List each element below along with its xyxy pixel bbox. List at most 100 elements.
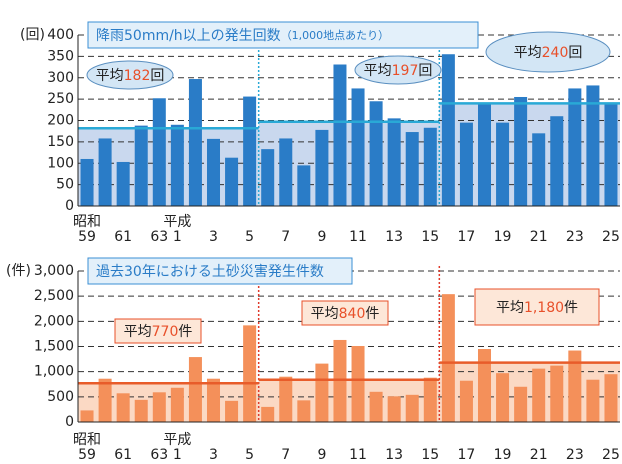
bar [586,85,600,206]
bar [496,373,510,422]
x-tick-label: 23 [566,229,584,245]
chart-title: 降雨50mm/h以上の発生回数（1,000地点あたり） [96,28,389,44]
average-prefix: 平均 [311,306,339,322]
bar [170,387,184,422]
average-label: 平均197回 [364,63,433,79]
bar [405,132,419,206]
x-tick-label: 25 [602,229,620,245]
average-label-bg [474,288,600,326]
average-label-bg [86,60,174,90]
y-tick-label: 200 [47,113,74,129]
bar [188,79,202,206]
average-unit: 回 [150,68,164,84]
average-label: 平均840件 [311,306,380,322]
x-tick-label: 21 [530,229,548,245]
x-tick-label: 19 [494,447,512,463]
bar [441,54,455,206]
x-tick-label: 3 [209,447,218,463]
average-value: 840 [339,306,366,322]
y-tick-label: 300 [47,70,74,86]
x-tick-label: 17 [458,447,476,463]
bar [586,379,600,422]
average-prefix: 平均 [496,300,524,316]
x-tick-label: 59 [78,447,96,463]
title-box [87,257,353,285]
x-tick-label: 59 [78,229,96,245]
title-box [87,21,479,49]
x-tick-label: 11 [349,447,367,463]
bar [297,400,311,422]
bar [514,386,528,422]
bar [477,104,492,206]
bar [532,368,546,422]
average-unit: 件 [365,306,379,322]
bar [387,396,401,422]
bar [134,125,148,206]
x-tick-label: 63 [150,229,168,245]
bar [116,161,130,206]
bar [568,88,582,206]
y-tick-label: 400 [47,27,74,43]
title-text: 過去30年における土砂災害発生件数 [96,264,324,280]
y-tick-label: 500 [47,389,74,405]
x-tick-label: 61 [114,229,132,245]
bar [423,127,437,206]
average-prefix: 平均 [124,324,152,340]
x-tick-label: 13 [385,229,403,245]
bar [369,101,383,206]
average-label: 平均182回 [96,68,165,84]
y-tick-label: 100 [47,155,74,171]
y-tick-label: 2,500 [34,288,74,304]
x-tick-label: 5 [245,447,254,463]
average-label-bg [301,300,389,326]
bar [333,64,347,206]
bar [514,96,528,206]
bar [459,380,473,422]
bar [496,122,510,206]
average-label: 平均1,180件 [496,300,578,316]
bar [152,392,166,422]
y-tick-label: 150 [47,134,74,150]
y-tick-label: 2,000 [34,313,74,329]
y-tick-label: 250 [47,91,74,107]
x-tick-label: 9 [317,447,326,463]
bar [225,157,239,206]
x-tick-label: 15 [421,447,439,463]
era-label: 昭和 [73,214,101,230]
bar [116,393,130,422]
bar [98,138,112,206]
x-tick-label: 25 [602,447,620,463]
bar [225,400,239,422]
x-tick-label: 63 [150,447,168,463]
x-tick-label: 23 [566,447,584,463]
bar [568,350,582,422]
bar [243,96,257,206]
average-label: 平均770件 [124,324,193,340]
y-tick-label: 3,000 [34,263,74,279]
bar [261,149,275,206]
bar [279,138,293,206]
bar [387,118,401,206]
x-tick-label: 13 [385,447,403,463]
era-label: 昭和 [73,432,101,448]
average-prefix: 平均 [364,63,392,79]
bar [80,158,94,206]
average-label-bg [485,31,611,73]
x-tick-label: 21 [530,447,548,463]
bar [80,410,94,422]
bar [297,165,311,206]
y-unit: (件) [6,263,31,279]
x-tick-label: 1 [173,229,182,245]
average-unit: 件 [178,324,192,340]
average-value: 182 [124,68,151,84]
bar [532,133,546,206]
average-unit: 回 [568,45,582,61]
y-tick-label: 0 [65,414,74,430]
bar [243,325,257,422]
x-tick-label: 3 [209,229,218,245]
average-label: 平均240回 [514,45,583,61]
bar [279,376,293,422]
bar [351,345,365,422]
